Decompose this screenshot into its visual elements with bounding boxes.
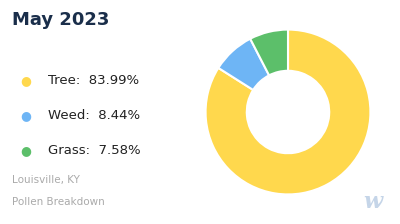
Text: Pollen Breakdown: Pollen Breakdown — [12, 197, 105, 207]
Text: w: w — [363, 191, 382, 213]
Text: Grass:  7.58%: Grass: 7.58% — [48, 144, 141, 157]
Text: Louisville, KY: Louisville, KY — [12, 175, 80, 185]
Wedge shape — [218, 39, 269, 90]
Text: Tree:  83.99%: Tree: 83.99% — [48, 74, 139, 87]
Wedge shape — [206, 30, 370, 194]
Wedge shape — [250, 30, 288, 75]
Text: ●: ● — [20, 144, 31, 157]
Text: ●: ● — [20, 74, 31, 87]
Text: Weed:  8.44%: Weed: 8.44% — [48, 109, 140, 122]
Text: May 2023: May 2023 — [12, 11, 109, 29]
Text: ●: ● — [20, 109, 31, 122]
